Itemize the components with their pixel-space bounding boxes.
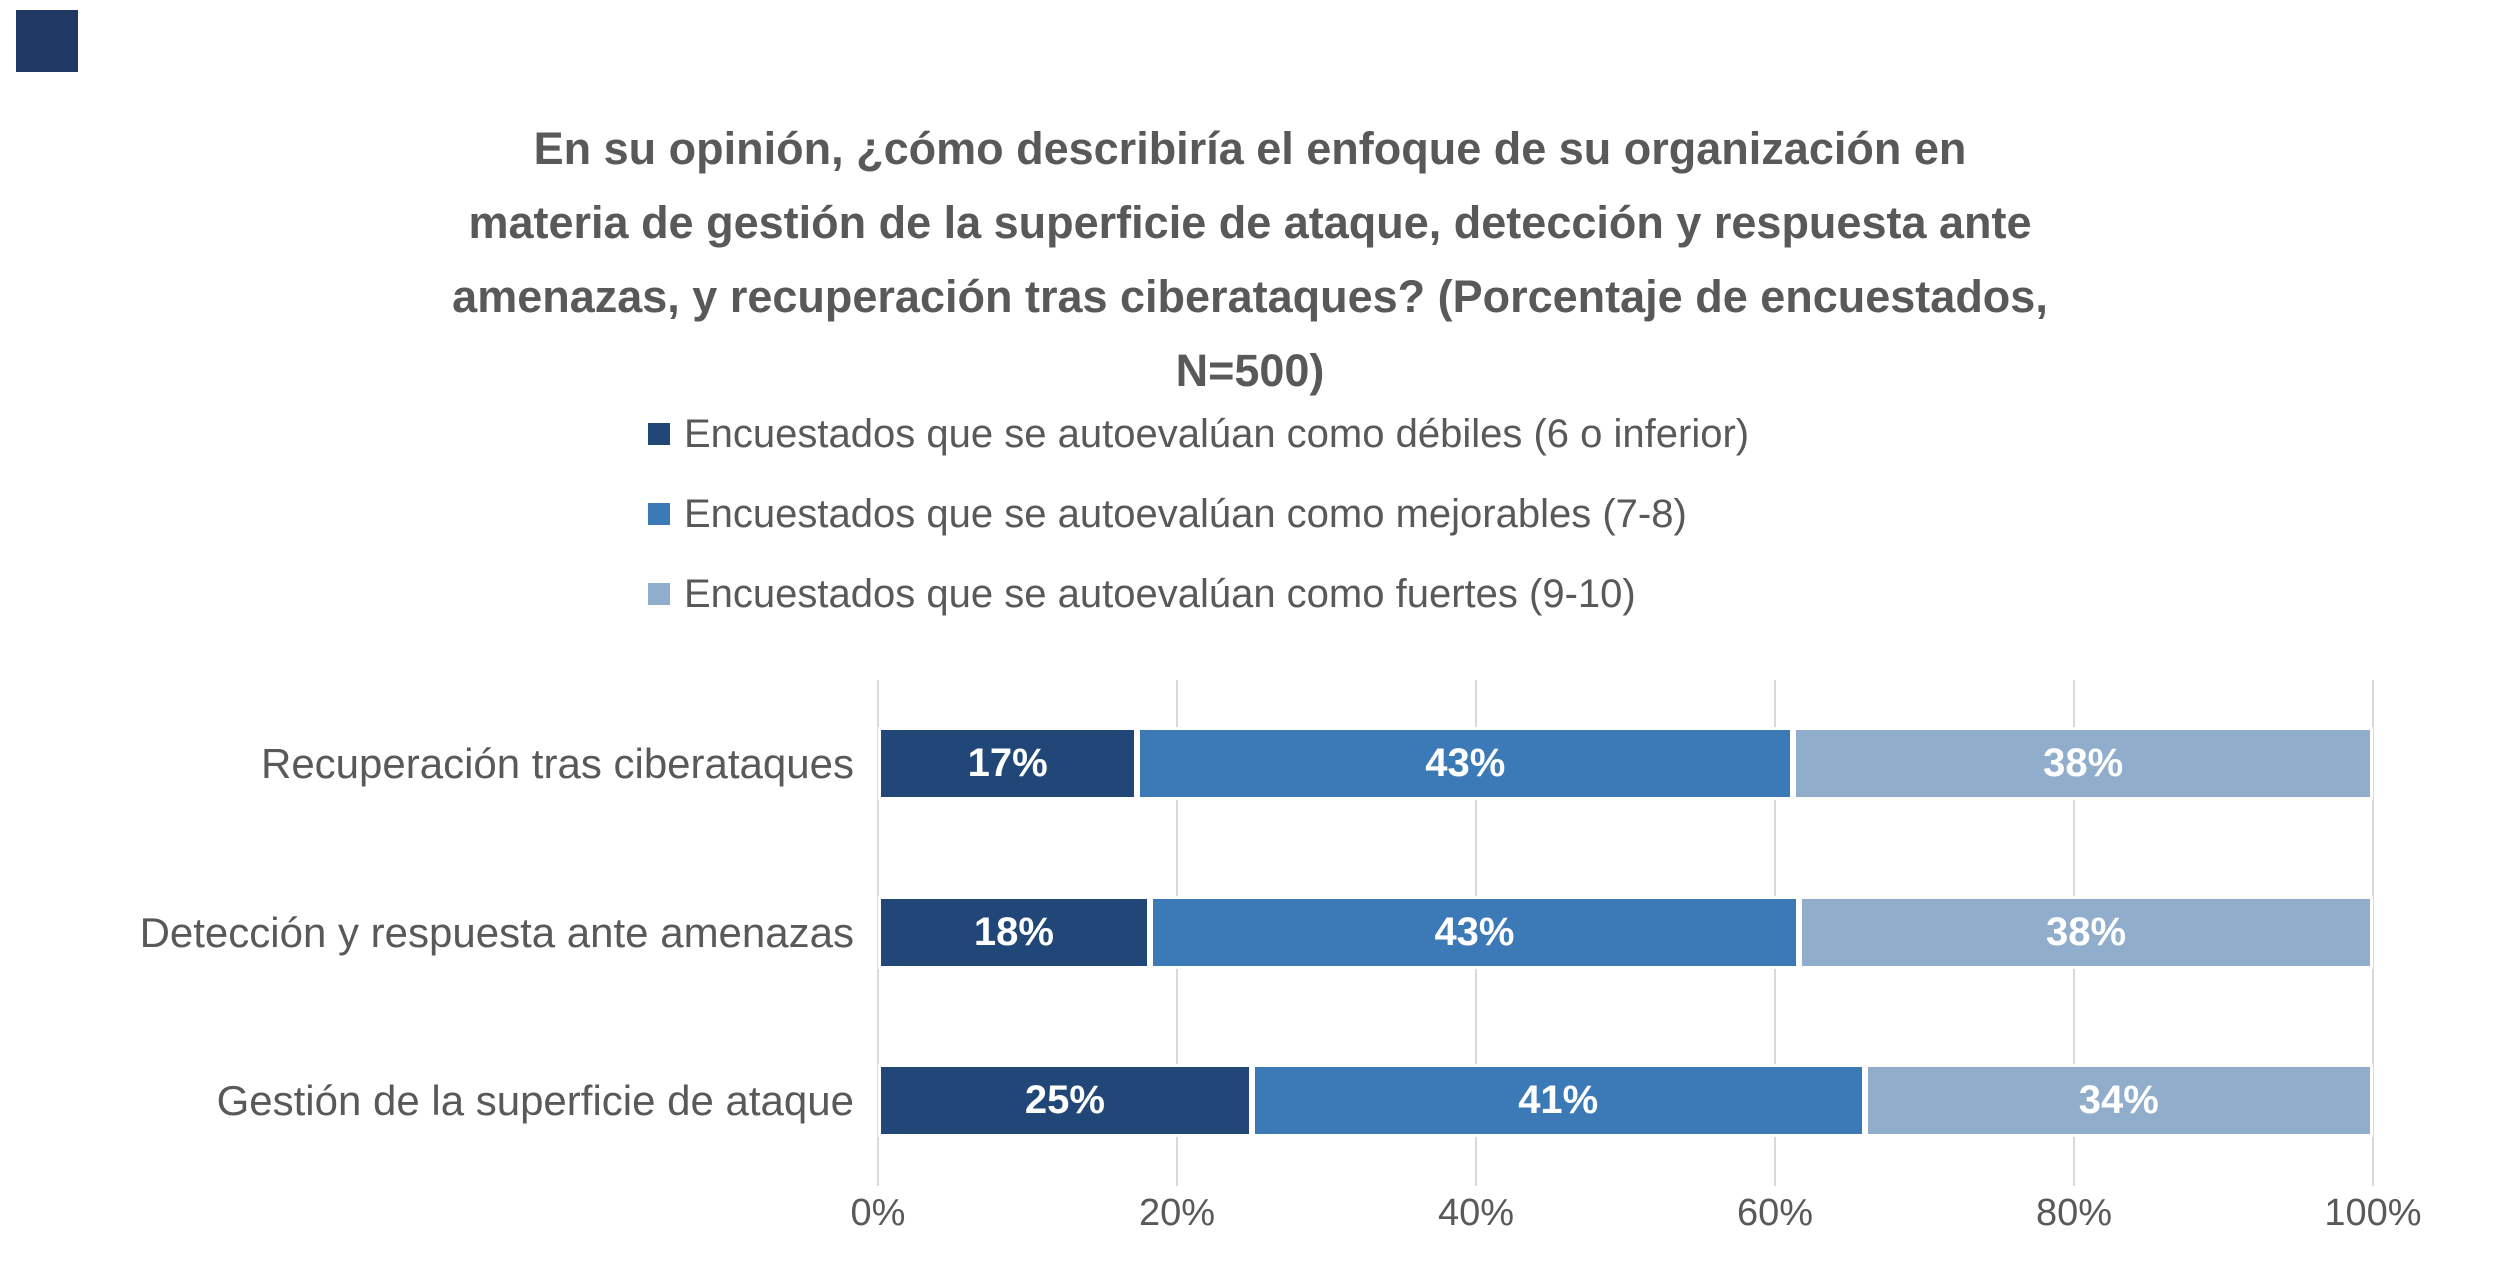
chart-legend: Encuestados que se autoevalúan como débi… bbox=[648, 410, 1749, 650]
category-label: Detección y respuesta ante amenazas bbox=[139, 909, 854, 956]
x-tick-label: 60% bbox=[1736, 1192, 1814, 1234]
bar-value-label: 25% bbox=[1024, 1078, 1105, 1122]
category-label: Gestión de la superficie de ataque bbox=[216, 1077, 854, 1124]
legend-label: Encuestados que se autoevalúan como fuer… bbox=[684, 571, 1636, 616]
legend-item-3: Encuestados que se autoevalúan como fuer… bbox=[648, 570, 1749, 618]
x-tick-label: 40% bbox=[1437, 1192, 1515, 1234]
bar-row: 18% 43% 38% bbox=[878, 896, 2373, 969]
title-line-4: N=500) bbox=[1175, 345, 1325, 396]
bar-value-label: 38% bbox=[2046, 910, 2127, 954]
bar-segment: 38% bbox=[1793, 727, 2373, 800]
x-tick-label: 20% bbox=[1138, 1192, 1216, 1234]
bar-segment: 25% bbox=[878, 1064, 1252, 1137]
bar-segment: 41% bbox=[1251, 1064, 1865, 1137]
x-tick-label: 80% bbox=[2035, 1192, 2113, 1234]
title-line-1: En su opinión, ¿cómo describiría el enfo… bbox=[533, 123, 1967, 174]
bar-segment: 17% bbox=[878, 727, 1138, 800]
legend-swatch-icon bbox=[648, 583, 670, 605]
bar-value-label: 41% bbox=[1518, 1078, 1599, 1122]
title-line-2: materia de gestión de la superficie de a… bbox=[468, 197, 2032, 248]
x-tick-label: 100% bbox=[2324, 1192, 2422, 1234]
gridline bbox=[2372, 680, 2374, 1186]
legend-item-1: Encuestados que se autoevalúan como débi… bbox=[648, 410, 1749, 458]
bar-segment: 43% bbox=[1137, 727, 1794, 800]
legend-label: Encuestados que se autoevalúan como débi… bbox=[684, 411, 1750, 456]
bar-row: 25% 41% 34% bbox=[878, 1064, 2373, 1137]
legend-swatch-icon bbox=[648, 423, 670, 445]
bar-value-label: 17% bbox=[967, 741, 1048, 785]
legend-swatch-icon bbox=[648, 503, 670, 525]
chart-title: En su opinión, ¿cómo describiría el enfo… bbox=[452, 112, 2048, 408]
category-label: Recuperación tras ciberataques bbox=[260, 740, 854, 787]
plot-area: 0% 20% 40% 60% 80% 100% 17% 43% 38% 18% 43% 38% 25% 4… bbox=[851, 680, 2422, 1234]
corner-accent-square bbox=[16, 10, 78, 72]
bar-value-label: 43% bbox=[1425, 741, 1506, 785]
bar-segment: 38% bbox=[1799, 896, 2373, 969]
x-tick-label: 0% bbox=[850, 1192, 906, 1234]
bar-row: 17% 43% 38% bbox=[878, 727, 2373, 800]
bar-segment: 18% bbox=[878, 896, 1150, 969]
legend-label: Encuestados que se autoevalúan como mejo… bbox=[684, 491, 1687, 536]
legend-item-2: Encuestados que se autoevalúan como mejo… bbox=[648, 490, 1749, 538]
bar-value-label: 43% bbox=[1434, 910, 1515, 954]
bar-value-label: 34% bbox=[2078, 1078, 2159, 1122]
title-line-3: amenazas, y recuperación tras ciberataqu… bbox=[452, 271, 2048, 322]
bar-segment: 34% bbox=[1864, 1064, 2373, 1137]
bar-value-label: 18% bbox=[973, 910, 1054, 954]
bar-value-label: 38% bbox=[2043, 741, 2124, 785]
bar-segment: 43% bbox=[1149, 896, 1800, 969]
